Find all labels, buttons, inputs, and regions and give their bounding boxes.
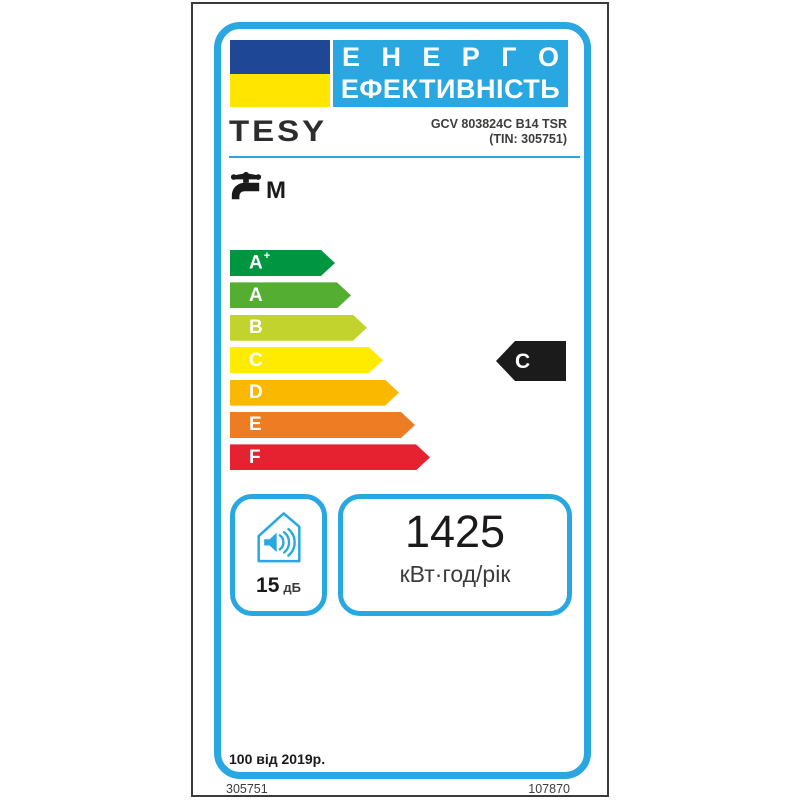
flag-blue-stripe (230, 40, 330, 74)
banner-letter: Е (422, 42, 441, 73)
class-letter: C (249, 349, 263, 371)
energy-class-arrow-d: D (230, 380, 399, 406)
rating-letter: C (515, 349, 531, 373)
class-letter: E (249, 414, 262, 436)
load-profile-letter: M (266, 177, 286, 205)
load-profile: M (229, 171, 286, 205)
flag-yellow-stripe (230, 74, 330, 107)
energy-class-arrow-c: C (230, 347, 383, 373)
noise-level-box: 15 дБ (230, 494, 327, 616)
model-number: GCV 803824C B14 TSR (430, 117, 567, 131)
energy-class-arrow-e: E (230, 412, 415, 438)
regulation-reference: 100 від 2019р. (229, 751, 326, 767)
footer-number-right: 107870 (528, 782, 570, 796)
water-tap-icon (230, 171, 262, 200)
class-letter: A (249, 284, 263, 306)
consumption-unit: кВт·год/рік (399, 561, 511, 588)
energy-class-arrow-a-plus: A+ (230, 250, 335, 276)
brand-logo: TESY (229, 114, 328, 148)
house-sound-icon (256, 512, 301, 563)
energy-class-scale: A+ A B C D E F (230, 250, 430, 477)
energy-class-arrow-a: A (230, 282, 351, 308)
energy-class-arrow-f: F (230, 444, 430, 470)
model-info: GCV 803824C B14 TSR (TIN: 305751) (431, 117, 567, 147)
annual-consumption-box: 1425 кВт·год/рік (338, 494, 572, 616)
consumption-value: 1425 (404, 506, 506, 557)
footer-number-left: 305751 (226, 782, 268, 796)
banner-letter: Н (381, 42, 401, 73)
energy-class-arrow-b: B (230, 315, 367, 341)
model-tin: (TIN: 305751) (489, 132, 567, 146)
noise-unit: дБ (283, 580, 301, 595)
banner-letter: О (537, 42, 559, 73)
class-letter: D (249, 382, 263, 404)
class-letter: A+ (249, 250, 271, 274)
class-letter: B (249, 317, 263, 339)
banner-letter: Г (501, 42, 517, 73)
noise-reading: 15 дБ (256, 574, 301, 598)
banner-title-line2: ЕФЕКТИВНІСТЬ (340, 73, 561, 104)
ukraine-flag (230, 40, 330, 107)
header-divider (229, 156, 580, 158)
banner-letter: Е (342, 42, 361, 73)
banner-letter: Р (461, 42, 480, 73)
noise-value: 15 (256, 574, 280, 597)
class-letter: F (249, 446, 261, 468)
label-blue-border (214, 22, 591, 779)
